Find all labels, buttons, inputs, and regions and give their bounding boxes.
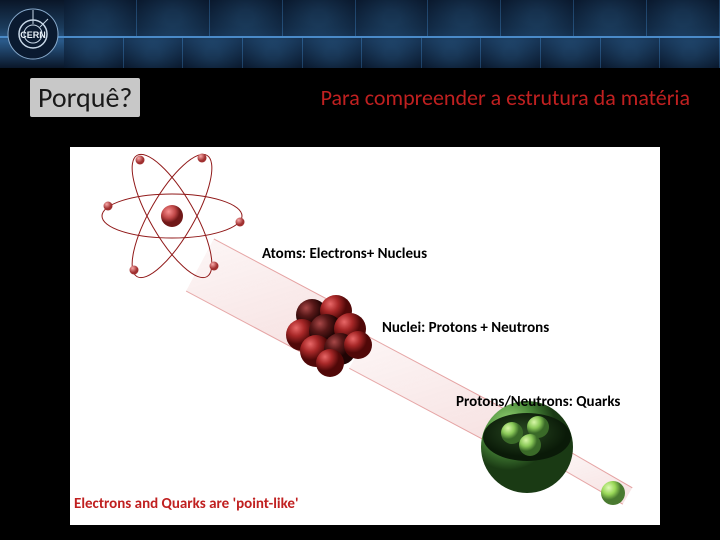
logo-text: CERN [20,30,46,40]
nucleus-diagram [282,287,376,377]
label-footer: Electrons and Quarks are 'point-like' [74,495,298,513]
quark-diagram [598,479,628,507]
top-banner: CERN [0,0,720,68]
label-nuclei: Nuclei: Protons + Neutrons [382,319,549,337]
label-atoms: Atoms: Electrons+ Nucleus [262,245,427,263]
slide-title-right: Para compreender a estrutura da matéria [321,84,690,111]
banner-row-2 [0,38,720,68]
title-row: Porquê? Para compreender a estrutura da … [0,68,720,120]
banner-row-1 [0,0,720,38]
cern-logo: CERN [6,7,60,61]
label-protons: Protons/Neutrons: Quarks [456,393,620,411]
content-area: Atoms: Electrons+ Nucleus Nuclei: Proton… [70,147,660,525]
atom-diagram [92,151,252,281]
slide-title-left: Porquê? [30,78,140,117]
